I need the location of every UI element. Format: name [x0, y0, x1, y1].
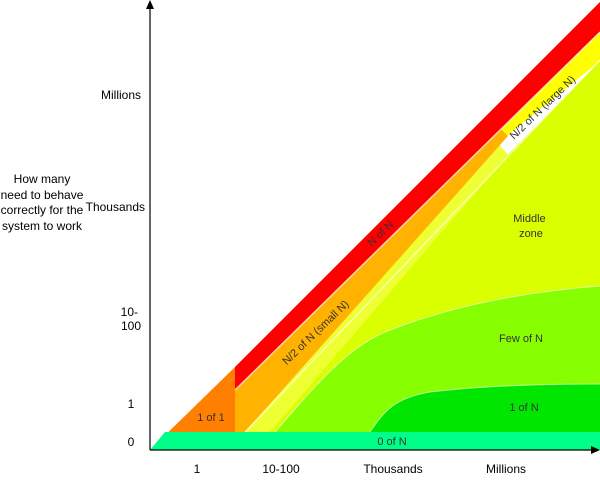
label-1-of-1: 1 of 1	[197, 412, 225, 424]
y-tick-10-100-line1: 10-	[121, 305, 138, 319]
y-tick-10-100: 10- 100	[121, 305, 142, 333]
zone-1-of-n	[370, 384, 600, 432]
y-tick-10-100-line2: 100	[121, 319, 141, 333]
y-axis-arrow	[146, 0, 154, 9]
x-tick-thousands: Thousands	[363, 462, 422, 476]
x-axis-arrow	[591, 446, 600, 454]
y-tick-0: 0	[128, 435, 135, 449]
y-tick-1: 1	[128, 397, 135, 411]
zone-n2-small	[235, 118, 508, 432]
y-tick-millions: Millions	[101, 88, 141, 102]
x-tick-millions: Millions	[486, 462, 526, 476]
zone-0-of-n	[150, 432, 600, 450]
y-axis-title: How many need to behave correctly for th…	[0, 172, 84, 233]
label-1-of-n: 1 of N	[509, 402, 538, 414]
label-few-of-n: Few of N	[499, 333, 543, 345]
x-tick-10-100: 10-100	[262, 462, 300, 476]
label-0-of-n: 0 of N	[377, 436, 406, 448]
y-tick-thousands: Thousands	[86, 200, 145, 214]
label-middle-line1: Middle	[513, 213, 545, 225]
zone-1-of-1	[150, 367, 235, 450]
zone-n-of-n	[235, 2, 600, 390]
x-tick-1: 1	[194, 462, 201, 476]
label-middle-zone: Middle zone	[513, 213, 548, 240]
label-middle-line2: zone	[519, 228, 543, 240]
